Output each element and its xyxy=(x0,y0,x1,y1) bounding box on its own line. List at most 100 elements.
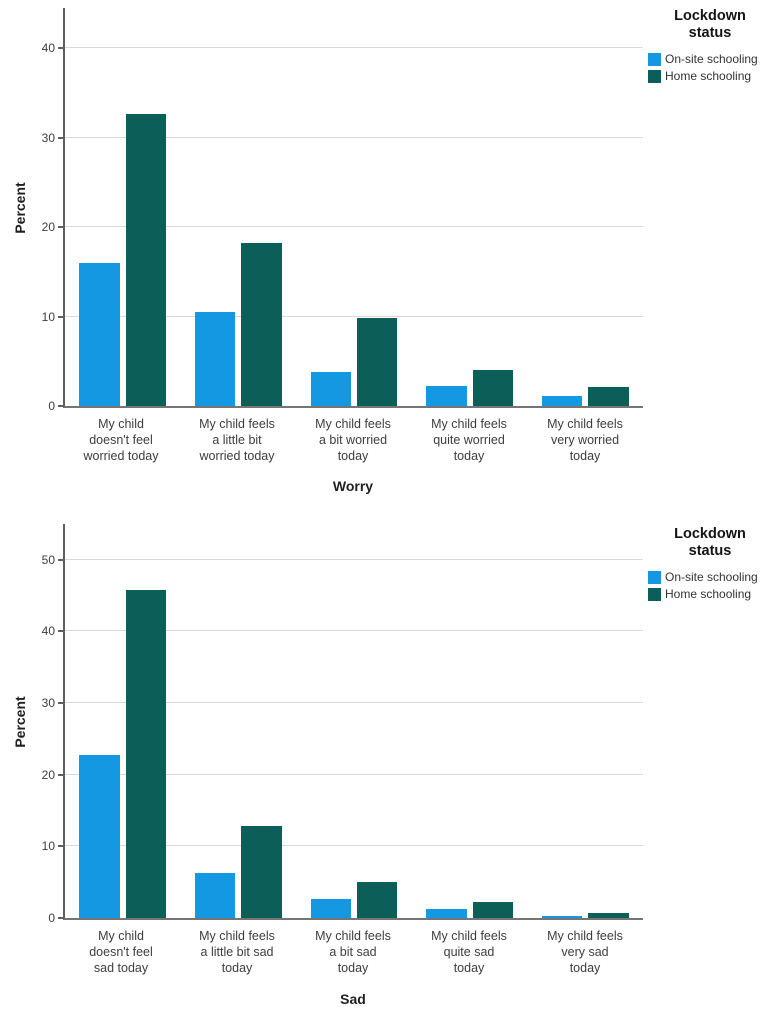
bar-on-site-schooling xyxy=(194,312,236,406)
home-schooling-swatch-icon xyxy=(648,587,661,601)
bar-home-schooling xyxy=(588,913,629,918)
y-tick-mark xyxy=(58,630,64,633)
gridline xyxy=(65,226,643,228)
category-label-line: My child feels xyxy=(199,417,275,431)
bar-group xyxy=(296,8,412,406)
bar-home-schooling xyxy=(356,318,398,406)
category-label-line: My child xyxy=(98,929,144,943)
bar-on-site-schooling xyxy=(79,262,120,406)
category-label-line: My child xyxy=(98,417,144,431)
category-label-line: worried today xyxy=(199,449,275,463)
bar-group xyxy=(65,8,181,406)
bar-group xyxy=(412,524,528,918)
legend-items: On-site schooling Home schooling xyxy=(648,52,772,83)
bar-on-site-schooling xyxy=(310,898,351,918)
legend-item-onsite: On-site schooling xyxy=(648,570,772,584)
bar-groups xyxy=(65,8,643,406)
category-label-line: quite sad xyxy=(443,945,495,959)
legend-items: On-site schooling Home schooling xyxy=(648,570,772,601)
bar-on-site-schooling xyxy=(426,386,467,406)
bar-group xyxy=(412,8,528,406)
category-label-line: today xyxy=(569,961,601,975)
y-axis-title: Percent xyxy=(12,696,28,748)
onsite-schooling-swatch-icon xyxy=(648,570,661,584)
onsite-schooling-swatch-icon xyxy=(648,52,661,66)
category-label: My child feels a little bit sad today xyxy=(179,928,295,976)
category-label: My child feels a bit worried today xyxy=(295,416,411,464)
y-tick-mark xyxy=(58,773,64,776)
bar-groups xyxy=(65,524,643,918)
category-label-line: today xyxy=(569,449,601,463)
gridline xyxy=(65,845,643,847)
x-axis-title: Sad xyxy=(340,991,366,1007)
bar-group xyxy=(296,524,412,918)
gridline xyxy=(65,558,643,560)
category-label-line: sad today xyxy=(93,961,149,975)
bar-on-site-schooling xyxy=(310,372,351,406)
x-axis-title: Worry xyxy=(332,478,374,494)
legend-item-label: Home schooling xyxy=(665,69,752,83)
gridline xyxy=(65,773,643,775)
category-label-line: today xyxy=(337,961,369,975)
category-label: My child feels a little bit worried today xyxy=(179,416,295,464)
y-tick-label: 0 xyxy=(48,399,55,413)
legend-title: Lockdown status xyxy=(648,8,772,42)
category-axis-labels: My child doesn't feel sad today My child fe… xyxy=(63,928,643,976)
home-schooling-swatch-icon xyxy=(648,69,661,83)
y-tick-label: 10 xyxy=(41,309,55,324)
category-label-line: My child feels xyxy=(431,417,507,431)
legend: Lockdown status On-site schooling Home s… xyxy=(648,526,772,604)
y-tick-mark xyxy=(58,136,64,139)
category-label: My child feels quite sad today xyxy=(411,928,527,976)
legend-title-line: status xyxy=(688,543,732,559)
category-label-line: doesn't feel xyxy=(89,433,153,447)
legend-item-label: On-site schooling xyxy=(665,570,758,584)
y-tick-mark xyxy=(58,917,64,919)
category-label: My child feels quite worried today xyxy=(411,416,527,464)
y-tick-label: 10 xyxy=(41,839,55,854)
legend-item-home: Home schooling xyxy=(648,587,772,601)
category-label-line: quite worried xyxy=(433,433,505,447)
y-tick-label: 30 xyxy=(41,696,55,711)
y-tick-label: 20 xyxy=(41,220,55,235)
legend-title-line: Lockdown xyxy=(674,526,746,542)
bar-home-schooling xyxy=(125,589,167,918)
legend-item-onsite: On-site schooling xyxy=(648,52,772,66)
bar-on-site-schooling xyxy=(541,915,583,918)
y-tick-mark xyxy=(58,405,64,407)
bar-on-site-schooling xyxy=(426,909,467,918)
y-tick-mark xyxy=(58,845,64,848)
category-label-line: worried today xyxy=(83,449,159,463)
gridline xyxy=(65,702,643,704)
category-label-line: a bit worried xyxy=(318,433,388,447)
category-label: My child feels very sad today xyxy=(527,928,643,976)
category-label-line: today xyxy=(221,961,253,975)
bar-home-schooling xyxy=(125,113,167,406)
legend: Lockdown status On-site schooling Home s… xyxy=(648,8,772,86)
category-label-line: today xyxy=(453,961,485,975)
category-label-line: My child feels xyxy=(199,929,275,943)
gridline xyxy=(65,315,643,317)
category-label-line: a little bit xyxy=(212,433,262,447)
y-tick-mark xyxy=(58,558,64,561)
legend-title-line: Lockdown xyxy=(674,8,746,24)
y-tick-label: 50 xyxy=(41,552,55,567)
bar-home-schooling xyxy=(356,882,398,918)
category-label-line: a little bit sad xyxy=(200,945,274,959)
y-tick-label: 30 xyxy=(41,130,55,145)
category-label-line: My child feels xyxy=(431,929,507,943)
gridline xyxy=(65,136,643,138)
category-label-line: today xyxy=(337,449,369,463)
category-label-line: very worried xyxy=(550,433,620,447)
bar-on-site-schooling xyxy=(194,872,236,918)
worry-chart: Percent 0 10 20 30 40 My child doesn't feel wo… xyxy=(12,8,772,494)
y-tick-mark xyxy=(58,702,64,705)
category-axis-labels: My child doesn't feel worried today My chil… xyxy=(63,416,643,464)
category-label: My child feels a bit sad today xyxy=(295,928,411,976)
bar-home-schooling xyxy=(472,901,514,918)
bar-home-schooling xyxy=(472,370,514,406)
y-tick-label: 40 xyxy=(41,41,55,56)
plot-area: 0 10 20 30 40 50 xyxy=(42,524,643,925)
y-tick-label: 20 xyxy=(41,767,55,782)
category-label: My child feels very worried today xyxy=(527,416,643,464)
